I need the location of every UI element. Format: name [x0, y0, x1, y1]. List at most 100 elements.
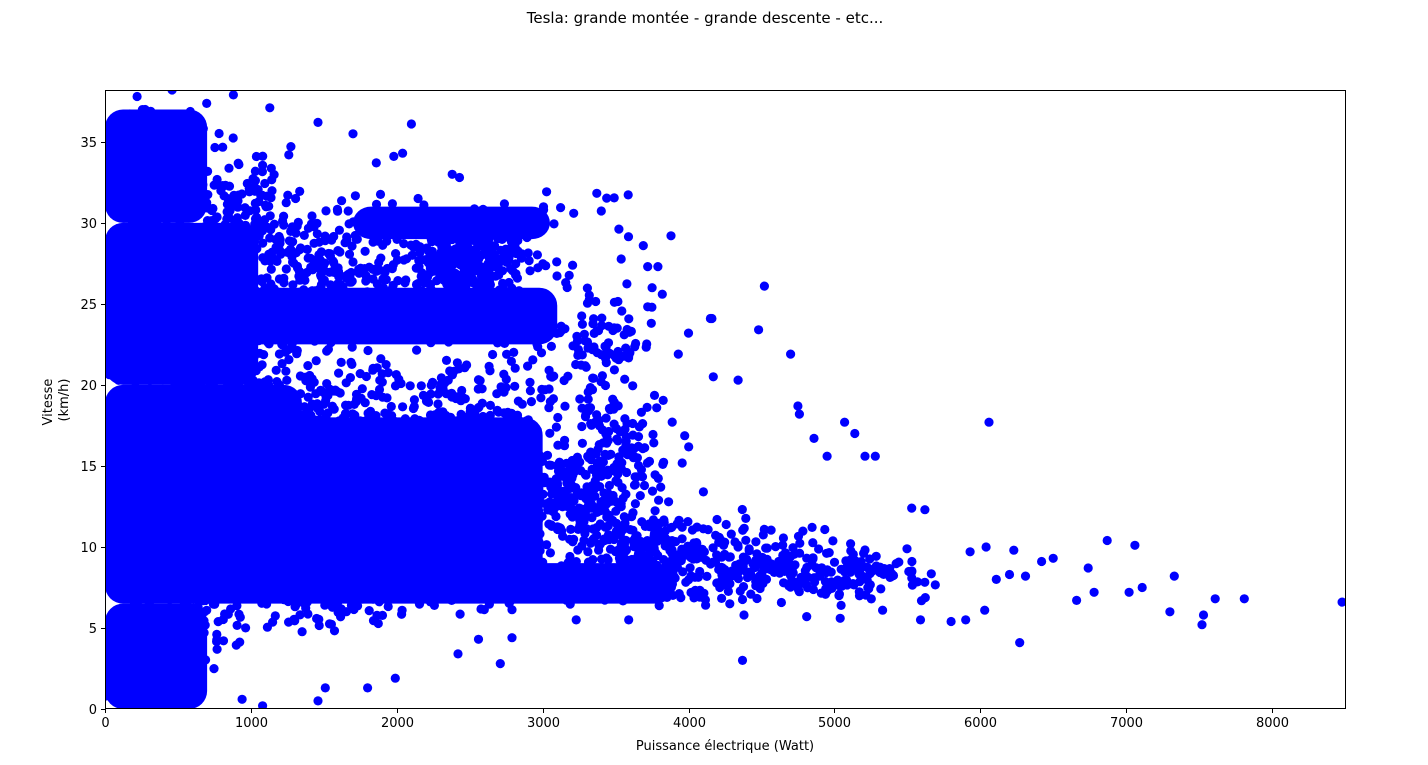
scatter-point — [220, 334, 230, 345]
scatter-point — [961, 615, 971, 625]
scatter-point — [459, 263, 469, 273]
scatter-point — [490, 490, 500, 501]
x-tick-label: 3000 — [527, 716, 560, 731]
scatter-point — [387, 308, 397, 318]
scatter-point — [604, 480, 615, 491]
scatter-point — [141, 485, 151, 495]
scatter-point — [390, 587, 400, 597]
scatter-point — [652, 523, 663, 533]
scatter-point — [284, 355, 294, 365]
scatter-point — [241, 623, 251, 633]
scatter-point — [358, 460, 368, 470]
scatter-point — [347, 342, 357, 352]
scatter-point — [577, 319, 588, 329]
scatter-point — [279, 220, 289, 230]
scatter-density-region — [105, 603, 208, 709]
scatter-point — [807, 560, 817, 570]
scatter-point — [453, 649, 463, 659]
scatter-point — [611, 506, 621, 516]
scatter-point — [646, 318, 656, 328]
scatter-point — [1198, 610, 1209, 620]
scatter-point — [545, 428, 555, 438]
scatter-point — [559, 375, 569, 386]
scatter-point — [850, 428, 860, 439]
scatter-point — [650, 547, 660, 557]
scatter-point — [320, 683, 330, 693]
scatter-point — [477, 250, 487, 260]
scatter-point — [227, 552, 237, 562]
scatter-point — [600, 566, 610, 577]
scatter-point — [715, 534, 725, 544]
scatter-point — [638, 241, 648, 251]
scatter-point — [705, 313, 716, 324]
scatter-point — [803, 572, 813, 583]
scatter-point — [364, 606, 374, 616]
scatter-point — [371, 158, 381, 168]
scatter-point — [483, 259, 493, 269]
scatter-point — [407, 250, 417, 260]
scatter-point — [926, 569, 936, 579]
scatter-point — [617, 538, 628, 548]
scatter-point — [878, 605, 888, 615]
scatter-point — [524, 256, 534, 266]
scatter-point — [311, 389, 321, 399]
scatter-point — [333, 206, 343, 216]
scatter-point — [643, 262, 653, 272]
scatter-point — [397, 313, 407, 323]
scatter-point — [217, 556, 227, 567]
scatter-point — [427, 265, 437, 275]
scatter-point — [367, 390, 377, 400]
scatter-point — [855, 577, 865, 587]
scatter-density-region — [105, 109, 208, 223]
y-axis-label-line-1: Vitesse — [41, 379, 56, 426]
scatter-point — [683, 517, 693, 527]
scatter-point — [226, 507, 237, 517]
scatter-point — [234, 190, 244, 200]
scatter-point — [611, 476, 621, 486]
scatter-point — [408, 436, 418, 446]
scatter-point — [640, 542, 650, 552]
scatter-point — [179, 492, 189, 502]
scatter-point — [1197, 620, 1207, 630]
scatter-point — [492, 405, 502, 415]
scatter-point — [829, 557, 840, 567]
scatter-point — [281, 538, 291, 548]
scatter-point — [609, 193, 619, 203]
scatter-point — [367, 310, 377, 320]
scatter-point — [255, 548, 265, 558]
scatter-point — [683, 328, 694, 338]
scatter-point — [426, 389, 436, 399]
scatter-point — [745, 567, 756, 577]
scatter-point — [272, 256, 282, 266]
scatter-point — [231, 640, 241, 650]
scatter-point — [573, 545, 583, 555]
scatter-point — [525, 386, 536, 396]
scatter-point — [214, 387, 225, 397]
scatter-point — [638, 419, 648, 429]
scatter-point — [623, 232, 634, 242]
scatter-point — [552, 257, 562, 267]
x-tick-label: 7000 — [1110, 716, 1143, 731]
scatter-point — [741, 535, 751, 545]
scatter-point — [331, 268, 341, 278]
scatter-point — [386, 442, 396, 452]
scatter-point — [347, 359, 357, 369]
scatter-point — [316, 247, 326, 257]
scatter-point — [263, 375, 273, 385]
scatter-point — [204, 464, 214, 474]
scatter-point — [307, 538, 317, 548]
scatter-point — [618, 445, 628, 455]
scatter-point — [620, 374, 630, 384]
scatter-point — [628, 418, 638, 429]
scatter-point — [702, 571, 712, 582]
scatter-point — [496, 382, 506, 392]
y-tick-label: 20 — [80, 379, 97, 394]
scatter-point — [407, 563, 417, 573]
scatter-point — [1009, 545, 1019, 555]
scatter-point — [706, 559, 716, 569]
scatter-point — [1210, 594, 1220, 604]
scatter-point — [185, 442, 195, 452]
scatter-point — [510, 363, 520, 373]
